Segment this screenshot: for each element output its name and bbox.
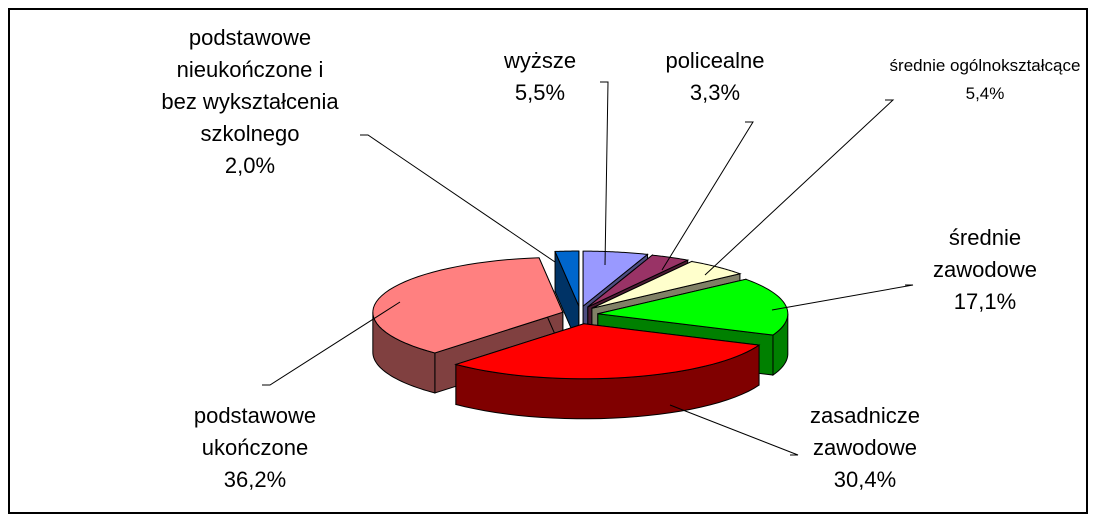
category-label: średnie ogólnokształcące <box>889 56 1081 75</box>
slice <box>597 278 789 336</box>
value-label: 5,5% <box>514 80 566 105</box>
slice-label: średnie zawodowe 17,1% <box>910 222 1060 318</box>
leader-line <box>360 134 556 263</box>
value-label: 36,2% <box>223 467 287 492</box>
slice <box>372 257 564 354</box>
slice-label: wyższe 5,5% <box>480 45 600 109</box>
slice <box>591 260 742 309</box>
leader-line <box>661 121 754 271</box>
chart-frame <box>8 8 1088 514</box>
slice <box>582 250 649 308</box>
slice-label: podstawowe nieukończone i bez wykształce… <box>160 22 340 182</box>
leader-line <box>704 99 895 276</box>
category-label: średnie zawodowe <box>933 225 1037 282</box>
category-label: wyższe <box>503 48 577 73</box>
value-label: 2,0% <box>224 153 276 178</box>
slice-label: policealne 3,3% <box>645 45 785 109</box>
slice-label: podstawowe ukończone 36,2% <box>175 400 335 496</box>
leader-line <box>771 284 914 311</box>
value-label: 30,4% <box>833 467 897 492</box>
value-label: 17,1% <box>953 289 1017 314</box>
category-label: zasadnicze zawodowe <box>809 403 921 460</box>
value-label: 3,3% <box>689 80 741 105</box>
leader-line <box>669 404 799 456</box>
slice <box>454 323 761 380</box>
slice-label: średnie ogólnokształcące 5,4% <box>885 52 1085 108</box>
category-label: podstawowe ukończone <box>193 403 317 460</box>
leader-line <box>600 81 609 266</box>
slice-label: zasadnicze zawodowe 30,4% <box>785 400 945 496</box>
category-label: policealne <box>665 48 765 73</box>
category-label: podstawowe nieukończone i bez wykształce… <box>161 25 339 146</box>
leader-line <box>262 301 401 386</box>
value-label: 5,4% <box>965 84 1005 103</box>
slice <box>554 250 580 307</box>
